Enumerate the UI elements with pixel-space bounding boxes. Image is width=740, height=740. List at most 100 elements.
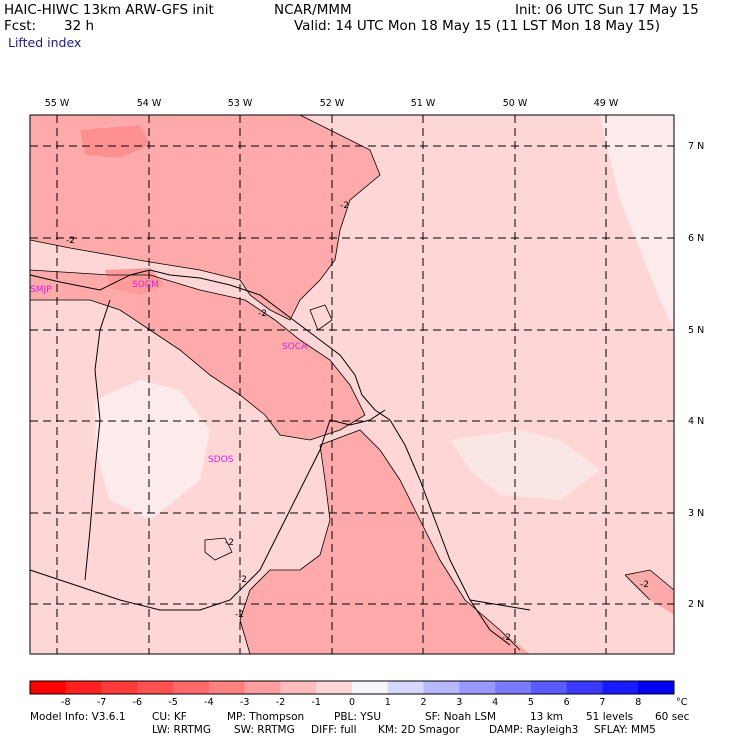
colorbar-tick-label: 1 <box>385 697 391 708</box>
contour-label: -2 <box>238 575 247 585</box>
colorbar-swatch <box>101 681 138 694</box>
contour-small-1 <box>204 537 233 561</box>
longwave-scheme: LW: RRTMG <box>152 724 211 736</box>
contour-label: -2 <box>502 633 511 643</box>
colorbar-swatch <box>173 681 210 694</box>
vertical-levels: 51 levels <box>586 711 634 723</box>
grid-spacing: 13 km <box>530 711 564 723</box>
init-time: Init: 06 UTC Sun 17 May 15 <box>515 2 699 18</box>
lon-label: 51 W <box>411 98 436 109</box>
colorbar-swatch <box>352 681 389 694</box>
microphysics-scheme: MP: Thompson <box>227 711 305 723</box>
map-fill <box>30 115 674 654</box>
contour-patch-se <box>624 569 675 601</box>
forecast-hour: 32 h <box>64 18 95 34</box>
lon-label: 52 W <box>320 98 345 109</box>
lat-label: 4 N <box>688 416 704 427</box>
model-info: Model Info: V3.6.1 <box>30 711 126 723</box>
cumulus-scheme: CU: KF <box>152 711 187 723</box>
contour-small-2 <box>309 304 333 331</box>
colorbar-tick-label: 0 <box>349 697 355 708</box>
colorbar-swatch <box>638 681 675 694</box>
station-label-smjp: SMJP <box>30 285 52 295</box>
lat-label: 2 N <box>688 599 704 610</box>
colorbar-swatch <box>30 681 67 694</box>
contour-label: -2 <box>66 236 75 246</box>
colorbar-swatch <box>423 681 460 694</box>
lat-label: 3 N <box>688 508 704 519</box>
lon-label: 53 W <box>228 98 253 109</box>
colorbar-tick-label: -1 <box>311 697 320 708</box>
colorbar-tick-label: 4 <box>492 697 498 708</box>
colorbar-swatch <box>602 681 639 694</box>
fill-zone-positive-se <box>450 430 600 500</box>
colorbar-tick-label: -2 <box>276 697 285 708</box>
station-label-soca: SOCA <box>282 342 308 352</box>
colorbar-swatch <box>530 681 567 694</box>
latitude-labels: 7 N 6 N 5 N 4 N 3 N 2 N <box>688 141 704 610</box>
lat-label: 7 N <box>688 141 704 152</box>
colorbar-tick-label: -3 <box>240 697 249 708</box>
border-guyane-brazil <box>29 419 331 611</box>
km-option: KM: 2D Smagor <box>378 724 460 736</box>
colorbar-swatch <box>566 681 603 694</box>
fill-zone-minus2-north <box>30 115 380 320</box>
lon-label: 55 W <box>45 98 70 109</box>
contour-label: -2 <box>225 538 234 548</box>
fill-zone-minus2-south <box>240 430 530 654</box>
diffusion-option: DIFF: full <box>311 724 357 736</box>
station-label-socm: SOCM <box>132 280 159 290</box>
border-amapa <box>329 409 386 426</box>
time-step: 60 sec <box>655 711 690 723</box>
surface-layer-option: SFLAY: MM5 <box>594 724 656 736</box>
fill-zone-positive-inland <box>95 380 210 520</box>
forecast-label: Fcst: <box>4 18 37 34</box>
lon-label: 54 W <box>137 98 162 109</box>
fill-zone-minus2-coast <box>30 270 365 440</box>
fill-zone-minus3-patch-nw <box>80 125 150 158</box>
contour-label: -2 <box>258 309 267 319</box>
colorbar-unit: °C <box>676 697 688 708</box>
lon-label: 49 W <box>594 98 619 109</box>
surface-scheme: SF: Noah LSM <box>425 711 497 723</box>
valid-time: Valid: 14 UTC Mon 18 May 15 (11 LST Mon … <box>294 18 661 34</box>
map-frame <box>29 114 675 655</box>
fill-zone-positive-east <box>600 115 674 330</box>
lat-label: 5 N <box>688 325 704 336</box>
colorbar-tick-label: 7 <box>599 697 605 708</box>
colorbar-tick-label: -7 <box>97 697 106 708</box>
org-label: NCAR/MMM <box>274 2 352 18</box>
colorbar-swatch <box>244 681 281 694</box>
graticule <box>30 115 674 654</box>
borders <box>29 269 531 646</box>
colorbar-swatch <box>495 681 532 694</box>
colorbar-swatch <box>316 681 353 694</box>
contour-label: -2 <box>640 580 649 590</box>
contour-label: -2 <box>235 610 244 620</box>
colorbar-tick-label: -8 <box>61 697 70 708</box>
border-suriname-guyane <box>84 299 111 581</box>
pbl-scheme: PBL: YSU <box>334 711 382 723</box>
colorbar: -8 -7 -6 -5 -4 -3 -2 -1 0 1 2 3 4 5 6 7 8 °C <box>29 680 688 708</box>
field-name: Lifted index <box>8 35 82 50</box>
colorbar-tick-label: 2 <box>421 697 427 708</box>
colorbar-swatch <box>137 681 174 694</box>
station-label-sdos: SDOS <box>208 455 234 465</box>
colorbar-tick-label: 6 <box>564 697 570 708</box>
colorbar-frame <box>29 680 675 695</box>
colorbar-tick-label: -6 <box>133 697 142 708</box>
border-south <box>469 599 531 611</box>
shortwave-scheme: SW: RRTMG <box>234 724 295 736</box>
contour-southwest <box>239 444 331 655</box>
colorbar-tick-label: 5 <box>528 697 534 708</box>
lat-label: 6 N <box>688 233 704 244</box>
colorbar-swatch <box>280 681 317 694</box>
colorbar-tick-label: -4 <box>204 697 213 708</box>
contour-northwest <box>29 239 241 281</box>
contour-north <box>239 114 381 321</box>
coastline <box>29 269 511 646</box>
colorbar-tick-label: 8 <box>635 697 641 708</box>
colorbar-swatch <box>459 681 496 694</box>
colorbar-tick-label: 3 <box>456 697 462 708</box>
colorbar-tick-label: -5 <box>168 697 177 708</box>
